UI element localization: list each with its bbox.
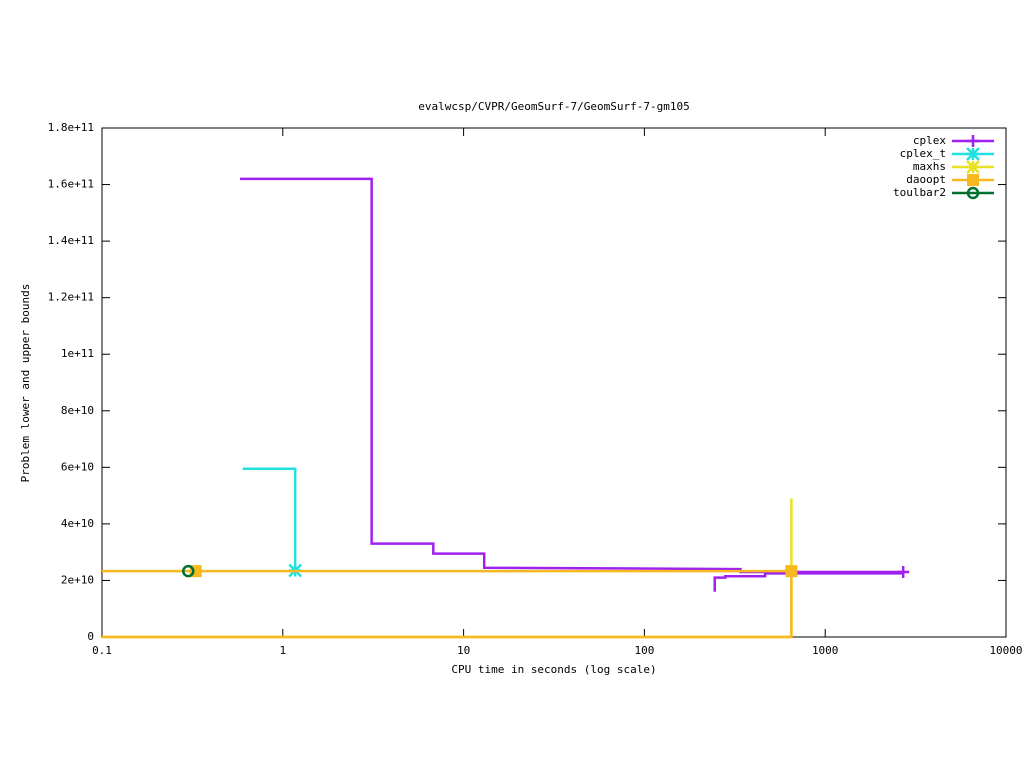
series-line (242, 467, 297, 571)
x-axis-label: CPU time in seconds (log scale) (451, 663, 656, 676)
legend-marker (966, 160, 980, 174)
y-tick-label: 1e+11 (61, 347, 94, 360)
chart-title: evalwcsp/CVPR/GeomSurf-7/GeomSurf-7-gm10… (418, 100, 690, 113)
x-tick-label: 10 (457, 644, 470, 657)
x-tick-label: 100 (634, 644, 654, 657)
legend-marker (967, 174, 979, 186)
y-tick-label: 6e+10 (61, 460, 94, 473)
x-tick-label: 1000 (812, 644, 839, 657)
y-tick-label: 0 (87, 630, 94, 643)
legend-label: maxhs (913, 160, 946, 173)
y-tick-label: 1.6e+11 (48, 178, 94, 191)
legend-marker (967, 135, 979, 147)
legend-marker (966, 186, 980, 200)
legend-label: cplex_t (900, 147, 946, 160)
y-tick-label: 1.2e+11 (48, 291, 94, 304)
legend-label: toulbar2 (893, 186, 946, 199)
y-tick-label: 4e+10 (61, 517, 94, 530)
y-tick-label: 8e+10 (61, 404, 94, 417)
legend-label: daoopt (906, 173, 946, 186)
x-tick-label: 10000 (989, 644, 1022, 657)
series-line (240, 177, 904, 592)
series-line (102, 569, 793, 639)
marker (785, 565, 798, 578)
marker (897, 565, 910, 578)
y-tick-label: 1.8e+11 (48, 121, 94, 134)
x-tick-label: 1 (279, 644, 286, 657)
y-tick-label: 2e+10 (61, 573, 94, 586)
y-tick-label: 1.4e+11 (48, 234, 94, 247)
plot-frame (101, 127, 1007, 638)
x-tick-label: 0.1 (92, 644, 112, 657)
legend-label: cplex (913, 134, 946, 147)
marker (182, 564, 195, 578)
legend-marker (966, 147, 980, 161)
y-axis-label: Problem lower and upper bounds (19, 284, 32, 483)
